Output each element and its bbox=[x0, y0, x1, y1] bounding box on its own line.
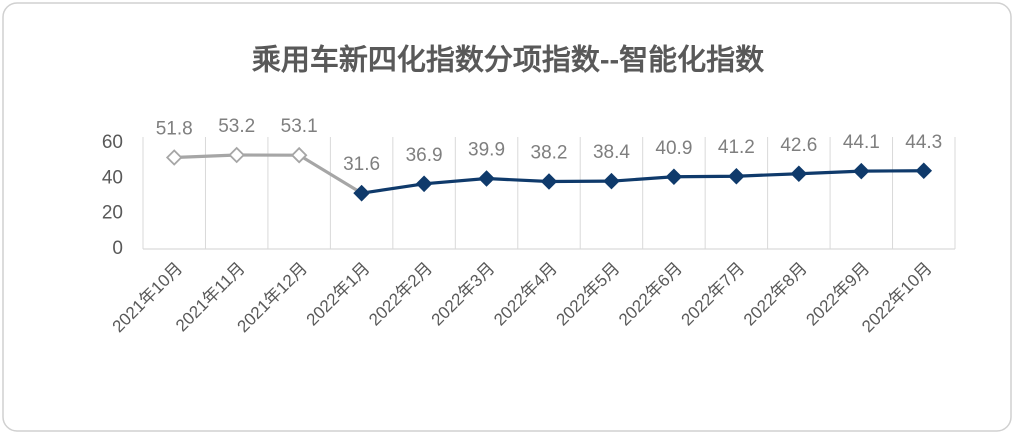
data-label: 31.6 bbox=[343, 154, 380, 175]
data-label: 36.9 bbox=[406, 145, 443, 166]
series-line bbox=[174, 153, 363, 195]
y-tick-label: 40 bbox=[102, 167, 123, 188]
data-label: 41.2 bbox=[718, 137, 755, 158]
data-point bbox=[665, 168, 683, 186]
data-label: 42.6 bbox=[780, 135, 817, 156]
data-point bbox=[603, 172, 620, 190]
data-point bbox=[853, 162, 870, 180]
data-label: 38.2 bbox=[531, 143, 568, 164]
y-tick-label: 20 bbox=[102, 203, 123, 224]
series-line bbox=[361, 169, 924, 195]
data-point bbox=[915, 162, 933, 180]
data-label: 38.4 bbox=[593, 142, 630, 163]
data-point bbox=[415, 175, 433, 193]
data-point bbox=[540, 173, 558, 190]
data-point bbox=[728, 167, 745, 185]
data-label: 51.8 bbox=[156, 119, 193, 140]
y-tick-label: 60 bbox=[102, 132, 123, 153]
data-label: 40.9 bbox=[655, 138, 692, 159]
chart-title: 乘用车新四化指数分项指数--智能化指数 bbox=[252, 43, 765, 77]
data-label: 39.9 bbox=[468, 140, 505, 161]
data-point bbox=[478, 170, 495, 187]
data-point bbox=[353, 184, 370, 202]
data-point bbox=[165, 149, 183, 166]
data-point bbox=[790, 165, 808, 183]
data-point bbox=[290, 146, 308, 164]
y-tick-label: 0 bbox=[112, 238, 123, 259]
data-point bbox=[228, 146, 245, 164]
data-label: 53.2 bbox=[218, 116, 255, 137]
data-label: 44.3 bbox=[905, 132, 942, 153]
data-label: 44.1 bbox=[843, 132, 880, 153]
data-label: 53.1 bbox=[281, 116, 318, 137]
